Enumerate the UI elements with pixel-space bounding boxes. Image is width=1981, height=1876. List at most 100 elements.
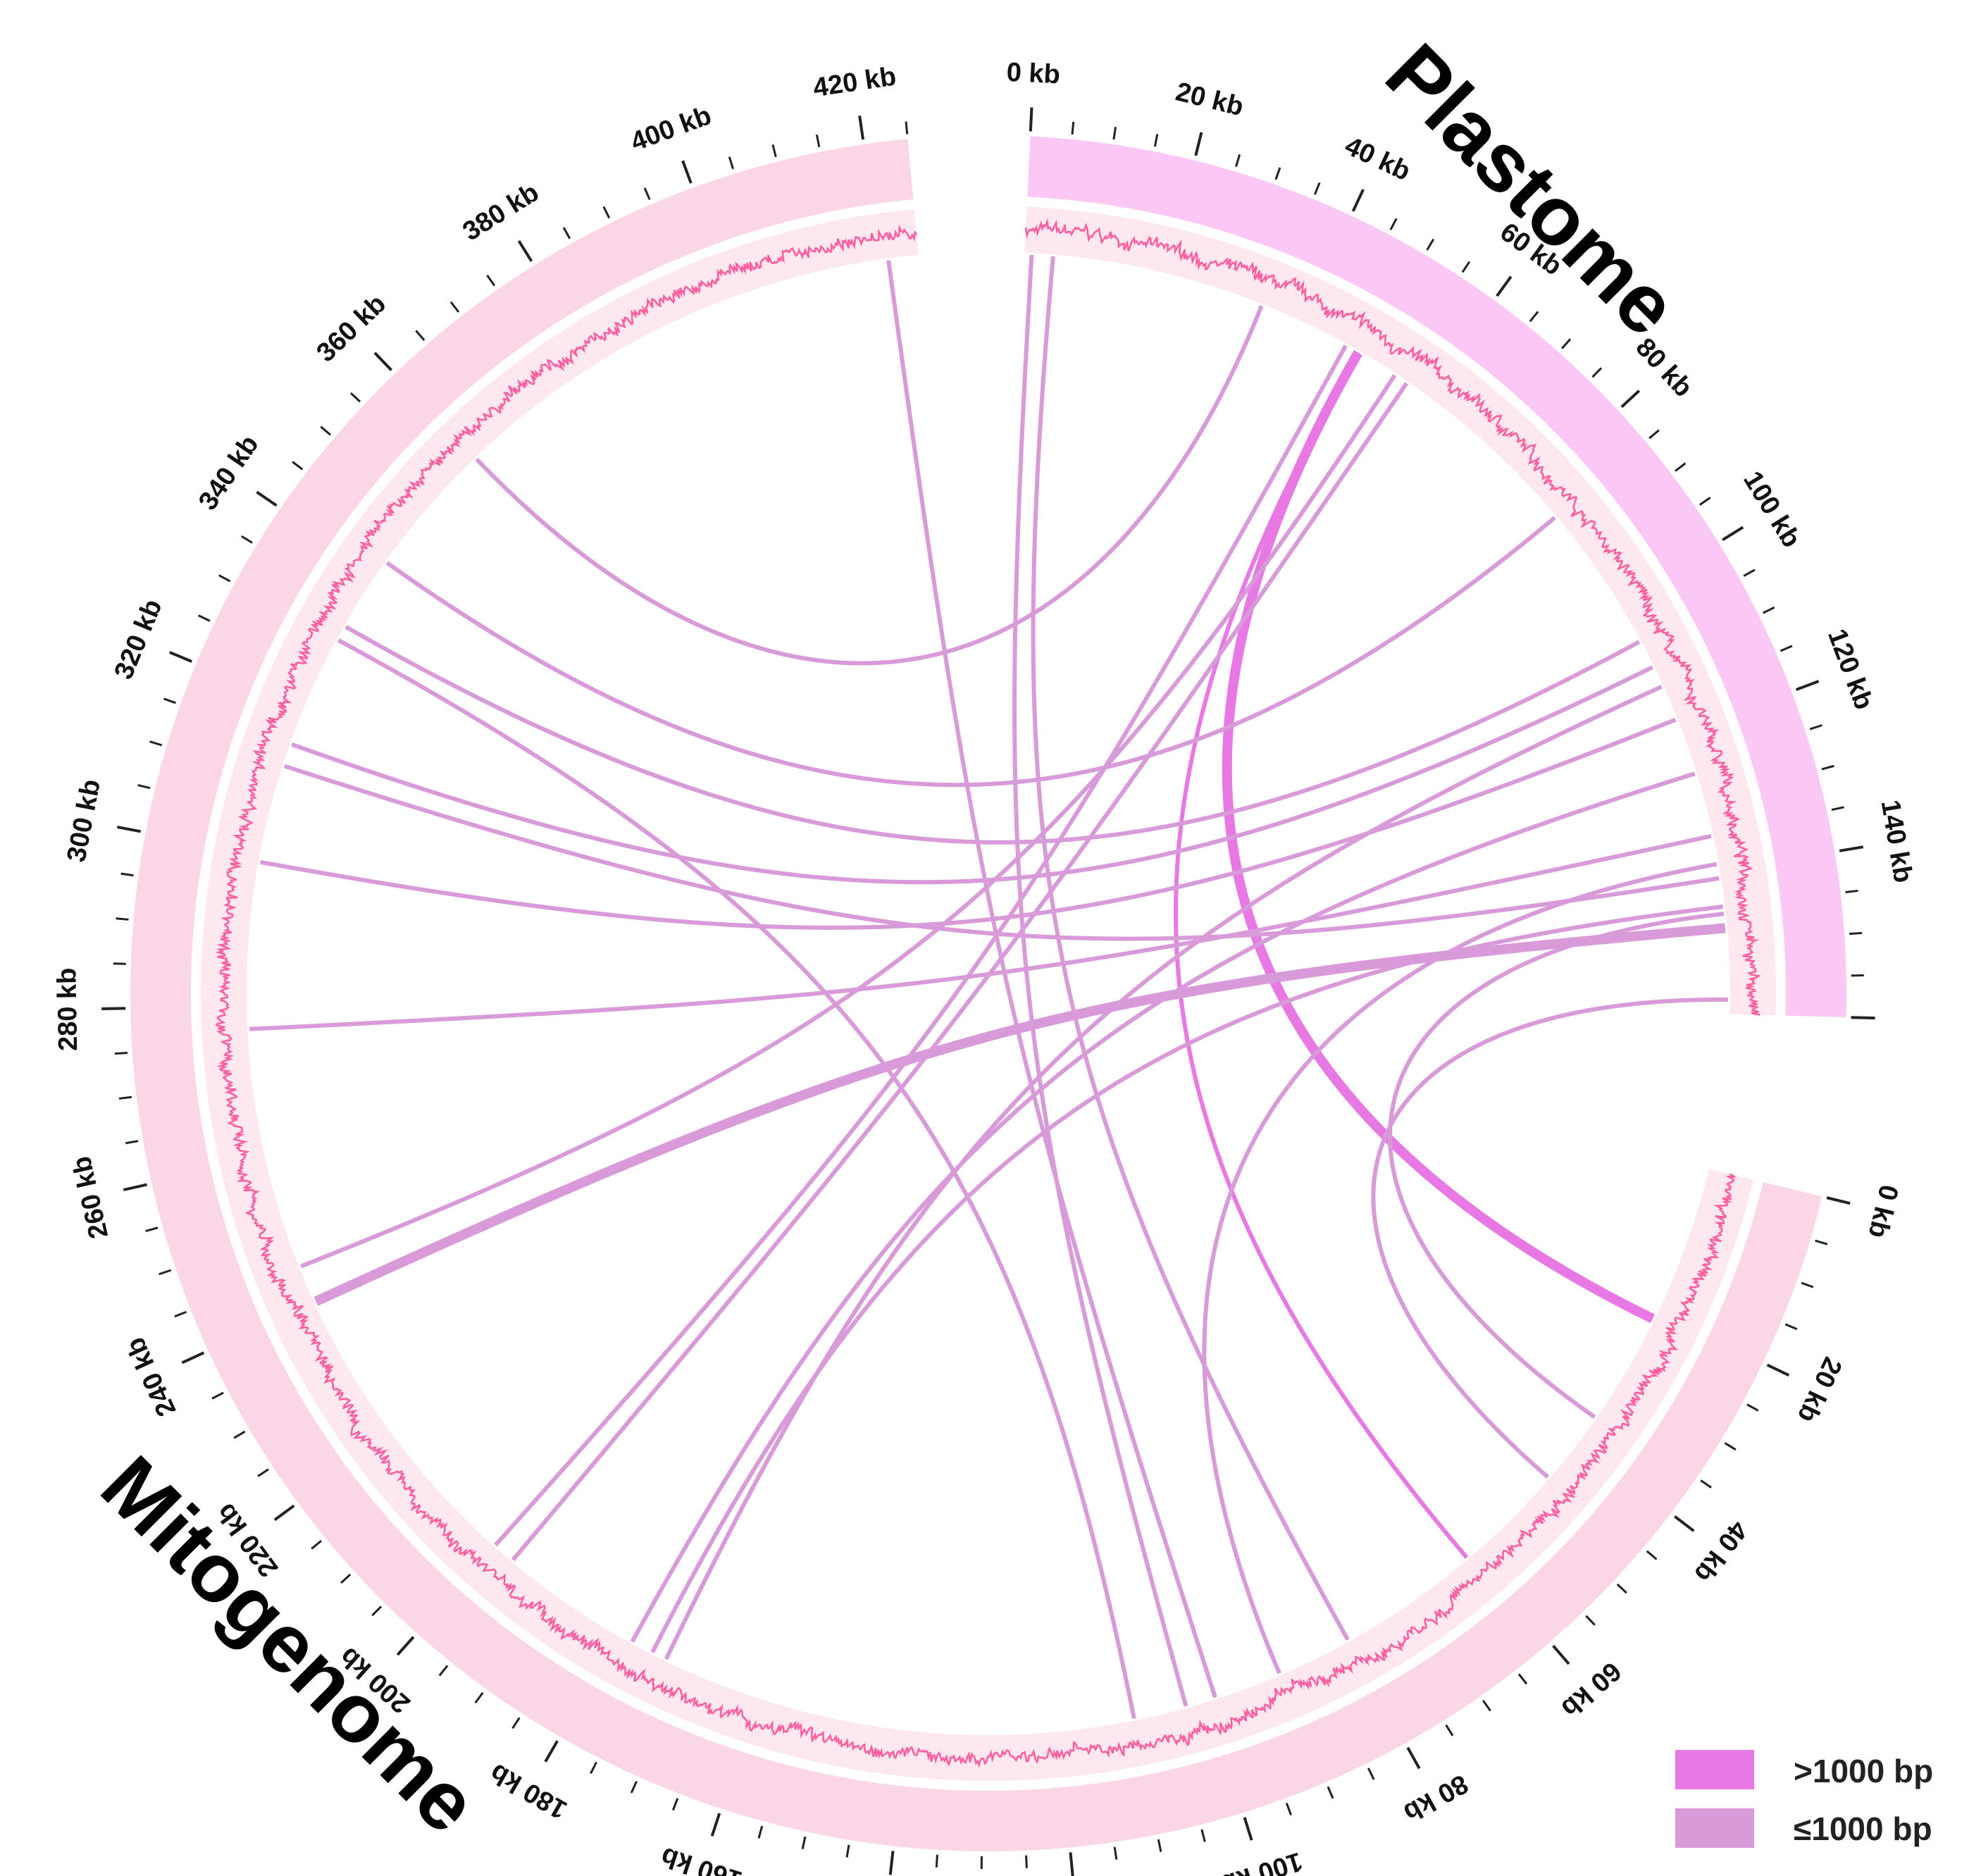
plastome-tick [1831, 806, 1844, 812]
mitogenome-tick-label: 400 kb [627, 101, 716, 157]
mitogenome-tick [728, 156, 735, 170]
mitogenome-tick [101, 1007, 126, 1010]
legend-swatch-large [1675, 1750, 1754, 1789]
plastome-tick [1675, 462, 1687, 472]
plastome-tick [1699, 497, 1711, 506]
plastome-tick-label: 0 kb [1006, 58, 1061, 90]
mitogenome-tick [163, 697, 176, 704]
link-21 [1371, 997, 1728, 1479]
mitogenome-tick-label: 420 kb [812, 62, 898, 104]
mitogenome-tick [1815, 1239, 1828, 1246]
mitogenome-tick [630, 1780, 638, 1794]
mitogenome-tick-label: 160 kb [657, 1841, 746, 1876]
mitogenome-tick [935, 1854, 938, 1868]
mitogenome-tick [643, 187, 651, 200]
mitogenome-tick-label: 380 kb [458, 178, 545, 247]
mitogenome-tick [123, 1183, 147, 1192]
plastome-tick [1112, 126, 1117, 140]
mitogenome-tick-label: 340 kb [193, 430, 265, 516]
plastome-tick [1274, 167, 1281, 180]
mitogenome-tick [1646, 1550, 1658, 1560]
plastome-tick [1496, 275, 1513, 297]
mitogenome-tick [1674, 1515, 1695, 1532]
mitogenome-tick [1406, 1746, 1421, 1770]
mitogenome-tick [340, 1573, 352, 1584]
mitogenome-tick [1746, 1403, 1759, 1412]
mitogenome-tick-label: 80 kb [1398, 1768, 1472, 1827]
mitogenome-tick [1069, 1852, 1074, 1876]
mitogenome-tick [125, 1140, 139, 1145]
link-1 [1173, 352, 1469, 1559]
mitogenome-tick [169, 651, 192, 663]
mitogenome-tick-label: 40 kb [1688, 1515, 1753, 1588]
mitogenome-tick-label: 280 kb [52, 967, 83, 1051]
mitogenome-tick [1327, 1786, 1334, 1799]
mitogenome-tick [449, 301, 460, 313]
plastome-tick [1839, 845, 1864, 852]
mitogenome-tick [671, 1798, 679, 1811]
mitogenome-tick [373, 352, 392, 371]
mitogenome-tick [1784, 1323, 1798, 1331]
link-6 [1012, 254, 1188, 1707]
plastome-tick [1426, 238, 1435, 251]
legend-label-small: ≤1000 bp [1794, 1810, 1932, 1847]
link-17 [283, 764, 1720, 941]
mitogenome-tick [771, 144, 777, 158]
link-16 [886, 260, 1217, 1698]
link-5 [1031, 256, 1350, 1641]
mitogenome-tick [757, 1825, 764, 1839]
mitogenome-tick-label: 300 kb [61, 777, 106, 864]
plastome-tick [1313, 182, 1321, 195]
plastome-tick [1351, 189, 1365, 212]
plastome-gc-line [1024, 218, 1761, 1016]
plastome-ideogram [1027, 136, 1846, 1018]
mitogenome-tick [562, 227, 571, 240]
link-15 [1202, 862, 1718, 1675]
link-13 [650, 905, 1724, 1653]
link-0 [1222, 350, 1656, 1324]
mitogenome-tick [114, 1051, 128, 1055]
mitogenome-tick [544, 1740, 559, 1763]
mitogenome-tick [320, 425, 332, 436]
mitogenome-tick-label: 60 kb [1555, 1656, 1627, 1723]
legend-label-large: >1000 bp [1794, 1753, 1933, 1789]
plastome-tick [1461, 261, 1471, 273]
link-18 [344, 625, 1641, 845]
mitogenome-tick [1157, 1839, 1162, 1852]
mitogenome-tick [149, 740, 163, 747]
mitogenome-tick [602, 206, 611, 219]
mitogenome-tick [511, 1717, 521, 1729]
link-3 [511, 382, 1409, 1562]
plastome-tick [1153, 134, 1159, 147]
plastome-tick [1389, 218, 1398, 230]
mitogenome-tick [311, 1539, 323, 1550]
plastome-tick [1722, 526, 1744, 541]
mitogenome-tick [256, 490, 278, 507]
plastome-tick [1809, 724, 1822, 731]
mitogenome-tick [118, 1095, 132, 1100]
mitogenome-tick [159, 1269, 172, 1276]
link-7 [475, 305, 1264, 666]
plastome-tick [1235, 154, 1241, 167]
plastome-tick [1648, 429, 1660, 440]
mitogenome-tick [815, 134, 821, 148]
mitogenome-tick [888, 1851, 895, 1875]
mitogenome-tick [1585, 1615, 1596, 1626]
mitogenome-tick [396, 1636, 415, 1656]
mitogenome-tick-label: 240 kb [120, 1333, 182, 1421]
legend-swatch-small [1675, 1808, 1754, 1848]
plastome-tick [1762, 606, 1775, 614]
mitogenome-tick [211, 1391, 224, 1400]
mitogenome-tick-label: 20 kb [1791, 1353, 1848, 1427]
link-11 [249, 833, 1712, 1031]
mitogenome-tick [1285, 1803, 1292, 1815]
plastome-tick [1845, 889, 1858, 894]
plastome-tick-label: 40 kb [1340, 131, 1415, 187]
plastome-tick [1795, 680, 1820, 691]
mitogenome-tick [1826, 1196, 1851, 1205]
plastome-tick [1851, 1016, 1875, 1020]
mitogenome-tick [1482, 1699, 1491, 1712]
mitogenome-tick [145, 1226, 159, 1233]
plastome-tick [1743, 569, 1756, 577]
mitogenome-tick [1766, 1363, 1790, 1377]
